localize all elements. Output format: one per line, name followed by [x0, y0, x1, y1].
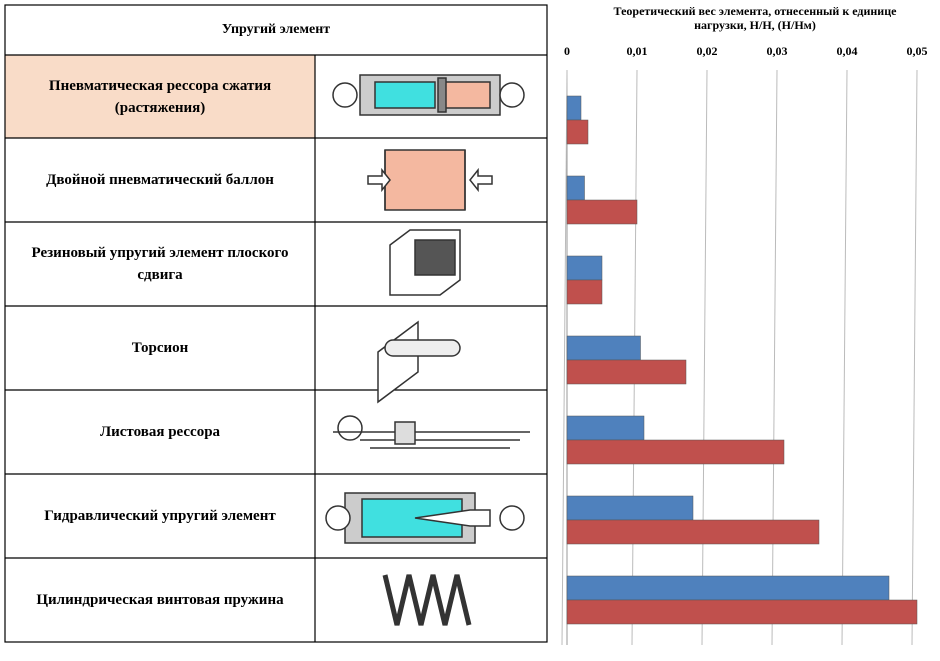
bar	[566, 495, 694, 521]
highlight-cell	[5, 55, 315, 138]
bar	[566, 175, 585, 201]
row-label: Резиновый упругий элемент плоского сдвиг…	[31, 245, 289, 283]
row-label: Листовая рессора	[99, 424, 221, 440]
bar	[566, 255, 603, 281]
bar	[566, 359, 687, 385]
table-header: Упругий элемент	[221, 22, 331, 37]
row-label: Пневматическая рессора сжатия (растяжени…	[48, 77, 272, 116]
grid-line	[911, 69, 918, 646]
grid-line	[771, 69, 778, 646]
bar	[566, 415, 645, 441]
bar	[566, 279, 603, 305]
x-tick-label: 0,03	[767, 44, 788, 58]
chart: 0 0,01 0,02 0,03 0,04 0,05	[561, 44, 928, 646]
x-tick-label: 0,04	[837, 44, 858, 58]
grid-line	[561, 69, 568, 646]
grid-line	[701, 69, 708, 646]
bar	[566, 95, 582, 121]
bar	[566, 335, 641, 361]
bar	[566, 519, 820, 545]
x-tick-label: 0,02	[697, 44, 718, 58]
table-grid	[4, 4, 548, 643]
bar	[566, 599, 918, 625]
bar	[566, 439, 785, 465]
x-tick-label: 0,01	[627, 44, 648, 58]
chart-title: Теоретический вес элемента, отнесенный к…	[613, 4, 897, 32]
row-label: Торсион	[131, 340, 189, 356]
bar	[566, 119, 589, 145]
row-label: Цилиндрическая винтовая пружина	[36, 592, 284, 608]
x-tick-label: 0	[564, 44, 570, 58]
x-tick-label: 0,05	[907, 44, 928, 58]
grid-line	[841, 69, 848, 646]
row-label: Гидравлический упругий элемент	[44, 508, 276, 524]
bar	[566, 575, 890, 601]
icons	[325, 74, 530, 626]
bar	[566, 199, 638, 225]
row-label: Двойной пневматический баллон	[46, 172, 274, 188]
